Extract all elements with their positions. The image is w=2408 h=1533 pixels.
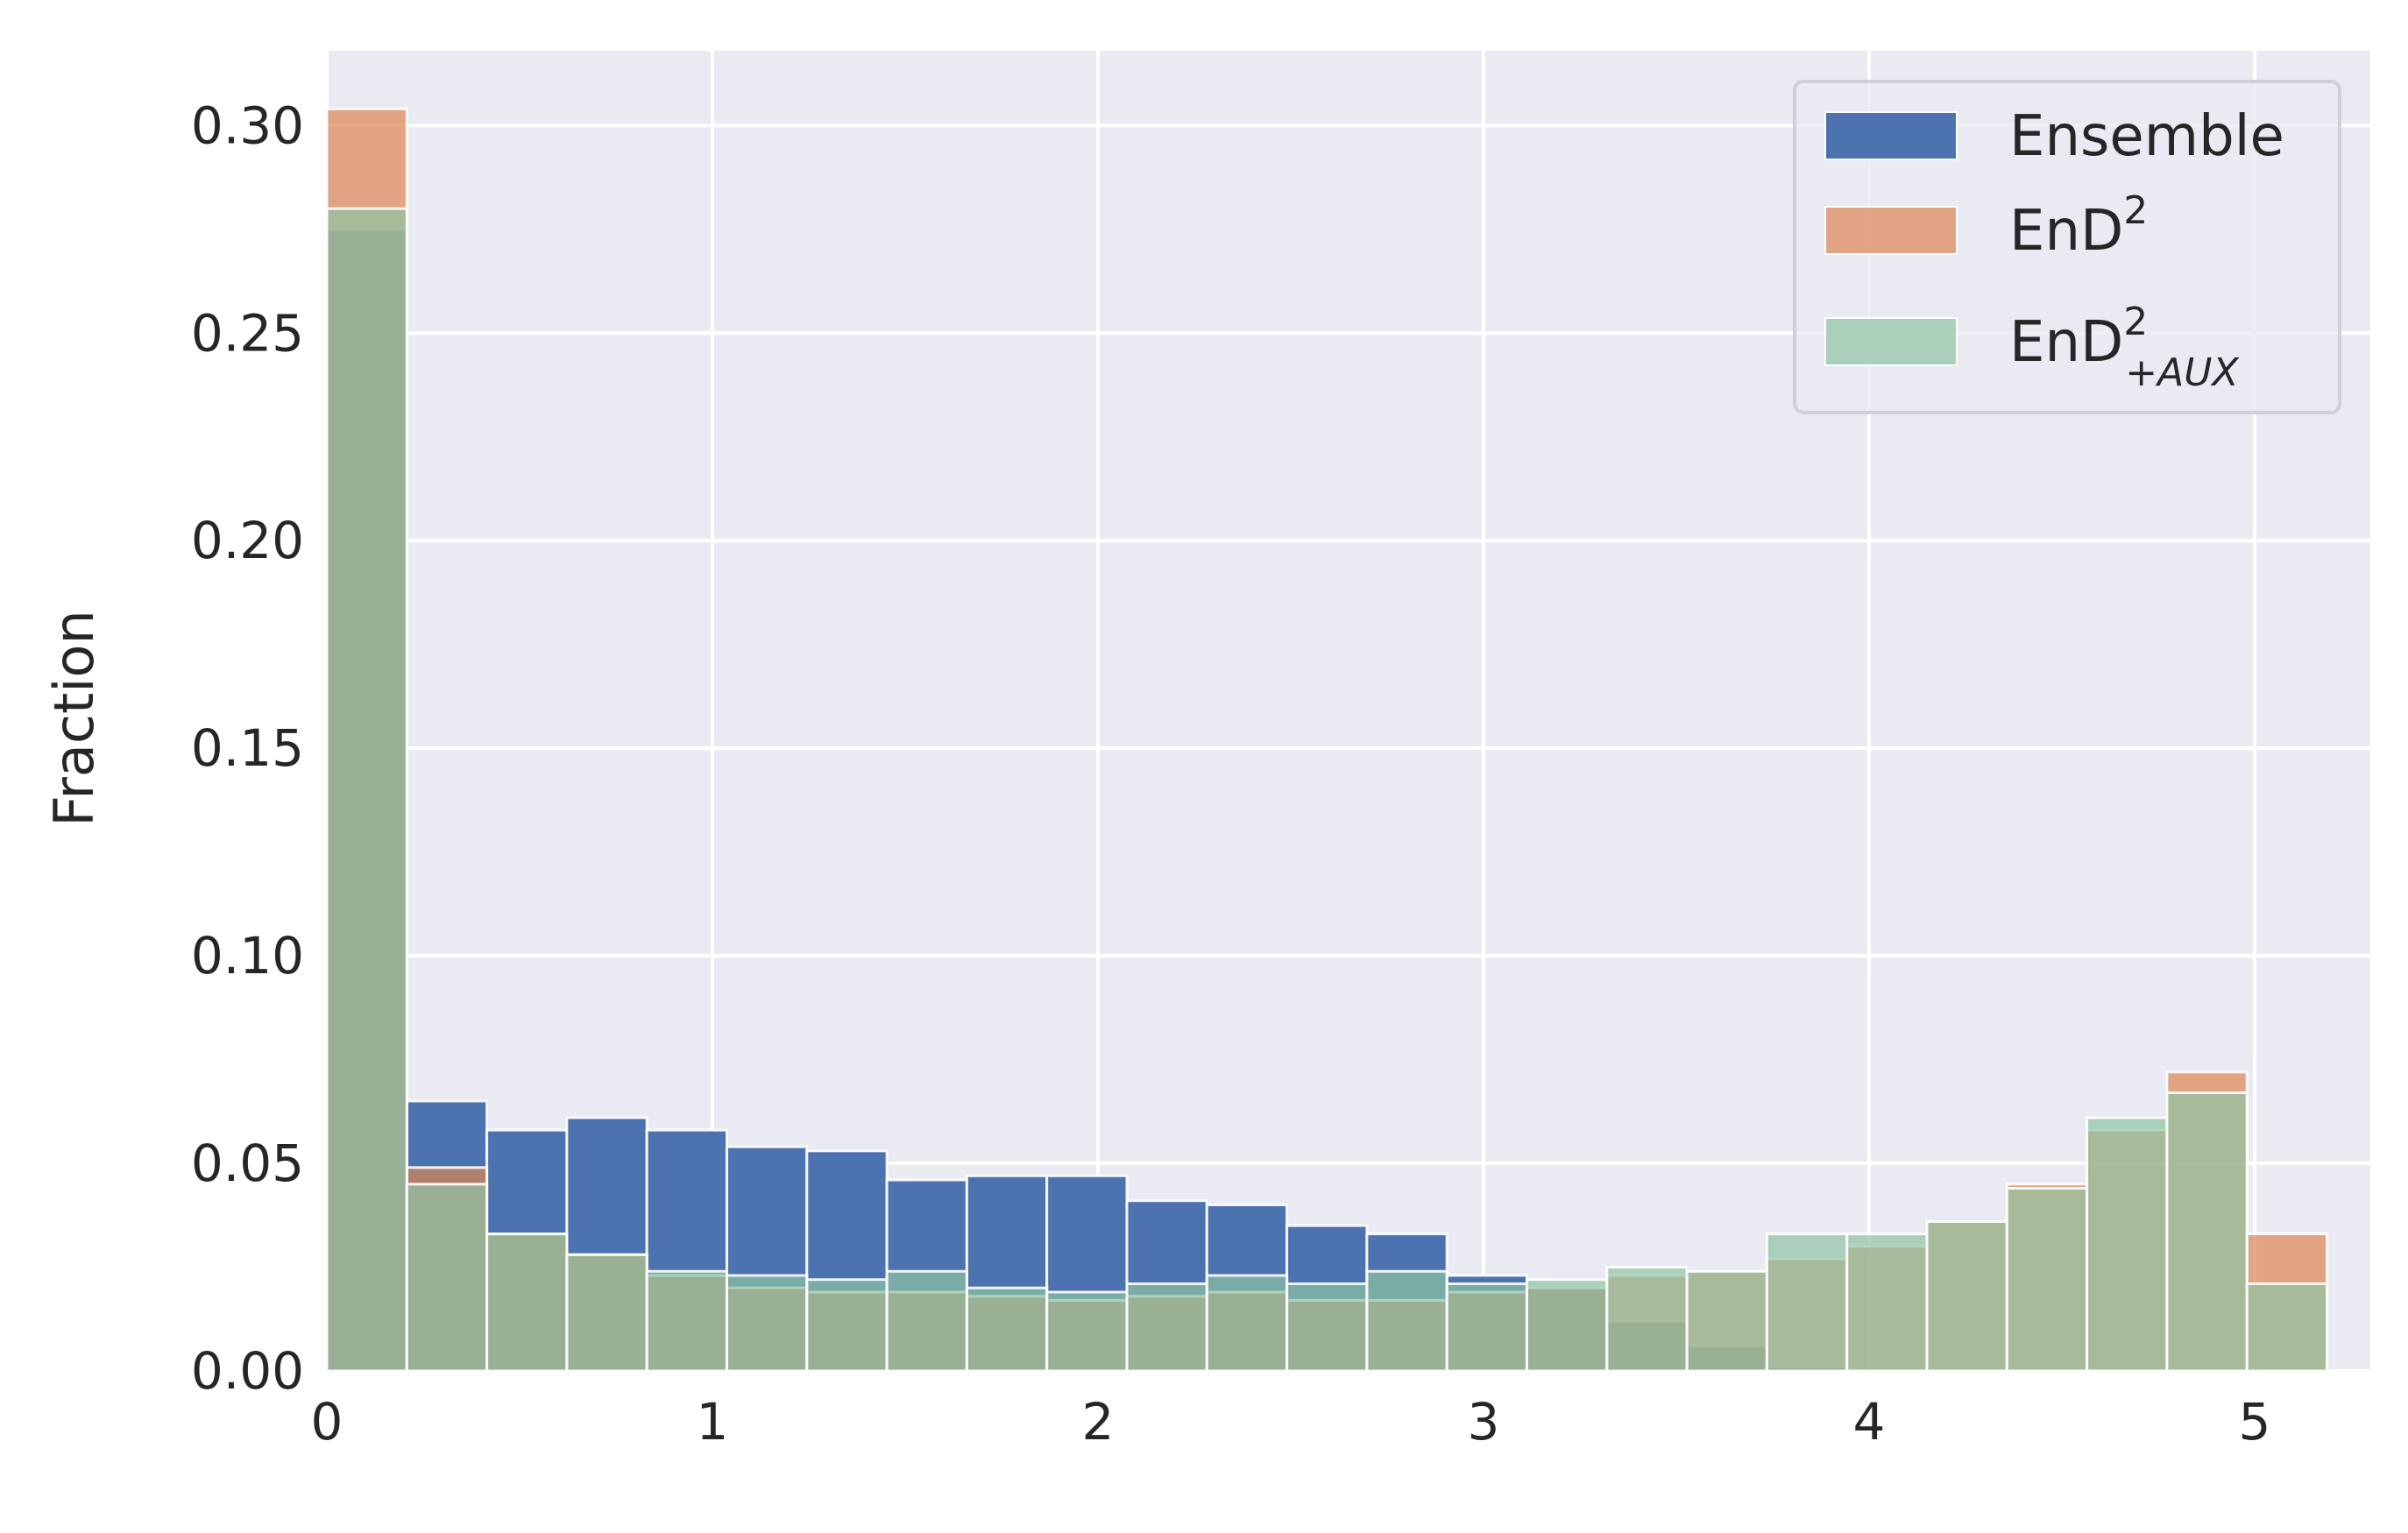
bar-series-2-bin-0: [325, 207, 408, 1373]
legend: Ensemble EnD2 EnD2 +AUX: [1793, 80, 2341, 414]
series-2-bars: [325, 207, 2328, 1373]
bar-series-2-bin-16: [1605, 1266, 1689, 1373]
y-tick-labels: 0.00 0.05 0.10 0.15 0.20 0.25 0.30: [191, 95, 304, 1401]
bar-series-2-bin-17: [1685, 1269, 1768, 1373]
x-tick-label: 1: [697, 1392, 729, 1452]
x-tick-label: 0: [311, 1392, 343, 1452]
bar-series-2-bin-2: [485, 1233, 569, 1373]
bar-series-2-bin-22: [2086, 1116, 2169, 1373]
y-tick-label: 0.20: [191, 511, 304, 570]
bar-series-2-bin-9: [1045, 1290, 1129, 1373]
y-axis-label: Fraction: [42, 610, 106, 827]
x-tick-label: 4: [1853, 1392, 1886, 1452]
legend-swatch-1: [1824, 206, 1958, 255]
x-tick-label: 2: [1082, 1392, 1115, 1452]
bar-series-2-bin-4: [645, 1269, 729, 1373]
bar-series-2-bin-7: [885, 1269, 968, 1373]
bar-series-2-bin-18: [1765, 1233, 1849, 1373]
bar-series-2-bin-19: [1845, 1233, 1929, 1373]
bar-series-2-bin-21: [2005, 1186, 2089, 1373]
y-tick-label: 0.05: [191, 1134, 304, 1193]
bar-series-2-bin-20: [1925, 1219, 2008, 1373]
legend-label-1: EnD2: [2009, 188, 2148, 264]
bar-series-2-bin-5: [726, 1274, 809, 1373]
x-tick-labels: 0 1 2 3 4 5: [311, 1392, 2271, 1452]
legend-swatch-2: [1824, 317, 1958, 366]
bar-series-2-bin-1: [405, 1183, 489, 1373]
y-tick-label: 0.30: [191, 95, 304, 155]
bar-series-2-bin-13: [1365, 1269, 1448, 1373]
bar-series-2-bin-11: [1205, 1274, 1289, 1373]
y-tick-label: 0.10: [191, 926, 304, 986]
bar-series-2-bin-6: [805, 1278, 889, 1373]
x-tick-label: 3: [1468, 1392, 1500, 1452]
bar-series-2-bin-12: [1285, 1282, 1369, 1373]
bar-series-2-bin-14: [1445, 1282, 1528, 1373]
bar-series-2-bin-10: [1125, 1282, 1208, 1373]
y-tick-label: 0.15: [191, 718, 304, 778]
bar-series-2-bin-3: [565, 1253, 648, 1373]
bar-series-2-bin-8: [965, 1286, 1049, 1373]
bars: [325, 107, 2328, 1373]
y-tick-label: 0.00: [191, 1341, 304, 1401]
legend-label-0: Ensemble: [2009, 104, 2284, 169]
x-tick-label: 5: [2239, 1392, 2271, 1452]
legend-swatch-0: [1824, 111, 1958, 160]
y-tick-label: 0.25: [191, 303, 304, 363]
bar-series-2-bin-23: [2165, 1091, 2249, 1373]
bar-series-2-bin-15: [1526, 1278, 1609, 1373]
bar-series-2-bin-24: [2245, 1282, 2328, 1373]
legend-label-2: EnD2 +AUX: [2009, 300, 2239, 395]
